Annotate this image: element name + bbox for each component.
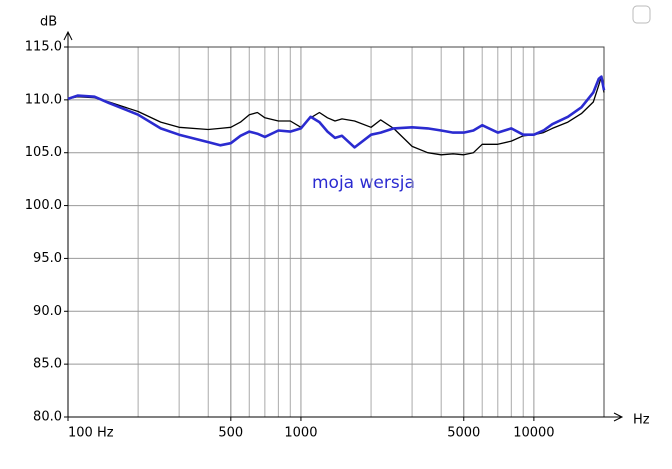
x-tick-label: 100 Hz (68, 426, 114, 441)
x-tick-label: 10000 (513, 426, 554, 441)
y-tick-label: 100.0 (25, 198, 62, 213)
y-axis-arrow (63, 30, 73, 41)
x-tick-label: 500 (218, 426, 243, 441)
x-tick-label: 1000 (284, 426, 317, 441)
y-tick-label: 80.0 (33, 410, 62, 425)
x-tick-label: 5000 (447, 426, 480, 441)
annotation: moja wersja (312, 173, 415, 193)
checkbox[interactable] (632, 5, 651, 24)
y-tick-label: 90.0 (33, 304, 62, 319)
x-axis-arrow (613, 412, 624, 422)
y-tick-label: 85.0 (33, 357, 62, 372)
y-tick-label: 105.0 (25, 145, 62, 160)
series-line (67, 75, 606, 149)
y-tick-label: 115.0 (25, 40, 62, 55)
y-tick-label: 95.0 (33, 251, 62, 266)
x-axis-label: Hz (633, 413, 650, 428)
y-tick-label: 110.0 (25, 92, 62, 107)
y-axis-label: dB (40, 15, 57, 30)
